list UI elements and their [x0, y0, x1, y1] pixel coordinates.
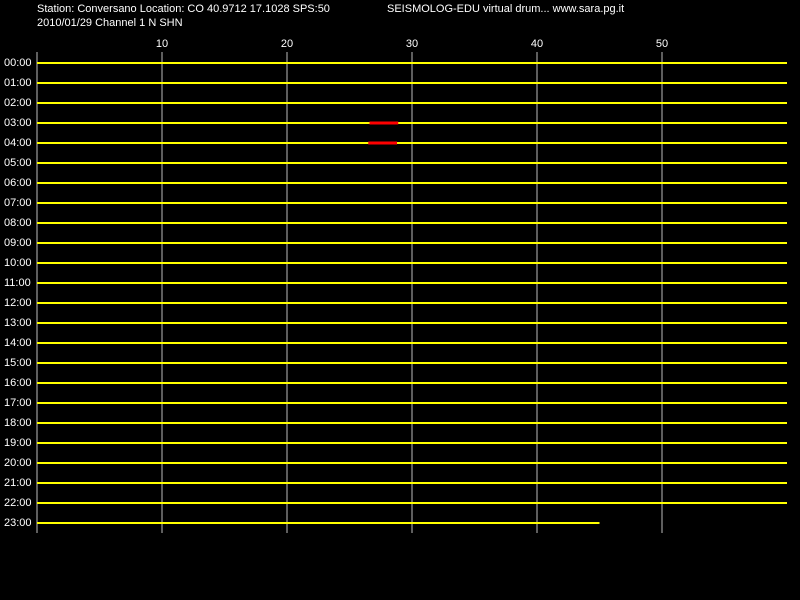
row-label: 05:00: [4, 157, 32, 169]
row-label: 02:00: [4, 97, 32, 109]
row-label: 13:00: [4, 317, 32, 329]
row-label: 04:00: [4, 137, 32, 149]
row-label: 11:00: [4, 277, 31, 289]
x-tick-label: 50: [656, 38, 668, 50]
date-channel: 2010/01/29 Channel 1 N SHN: [37, 17, 183, 29]
x-tick-label: 10: [156, 38, 168, 50]
row-label: 20:00: [4, 457, 32, 469]
row-label: 03:00: [4, 117, 32, 129]
row-label: 15:00: [4, 357, 32, 369]
row-label: 14:00: [4, 337, 32, 349]
row-label: 01:00: [4, 77, 32, 89]
x-tick-label: 20: [281, 38, 293, 50]
row-label: 06:00: [4, 177, 32, 189]
row-label: 23:00: [4, 517, 32, 529]
row-label: 09:00: [4, 237, 32, 249]
row-label: 21:00: [4, 477, 32, 489]
row-label: 08:00: [4, 217, 32, 229]
row-label: 10:00: [4, 257, 32, 269]
row-label: 19:00: [4, 437, 32, 449]
row-label: 18:00: [4, 417, 32, 429]
row-label: 22:00: [4, 497, 32, 509]
row-label: 07:00: [4, 197, 32, 209]
x-tick-label: 40: [531, 38, 543, 50]
row-label: 12:00: [4, 297, 32, 309]
row-label: 17:00: [4, 397, 32, 409]
row-label: 16:00: [4, 377, 32, 389]
station-info: Station: Conversano Location: CO 40.9712…: [37, 3, 330, 15]
source-info: SEISMOLOG-EDU virtual drum... www.sara.p…: [387, 3, 624, 15]
x-tick-label: 30: [406, 38, 418, 50]
row-label: 00:00: [4, 57, 32, 69]
